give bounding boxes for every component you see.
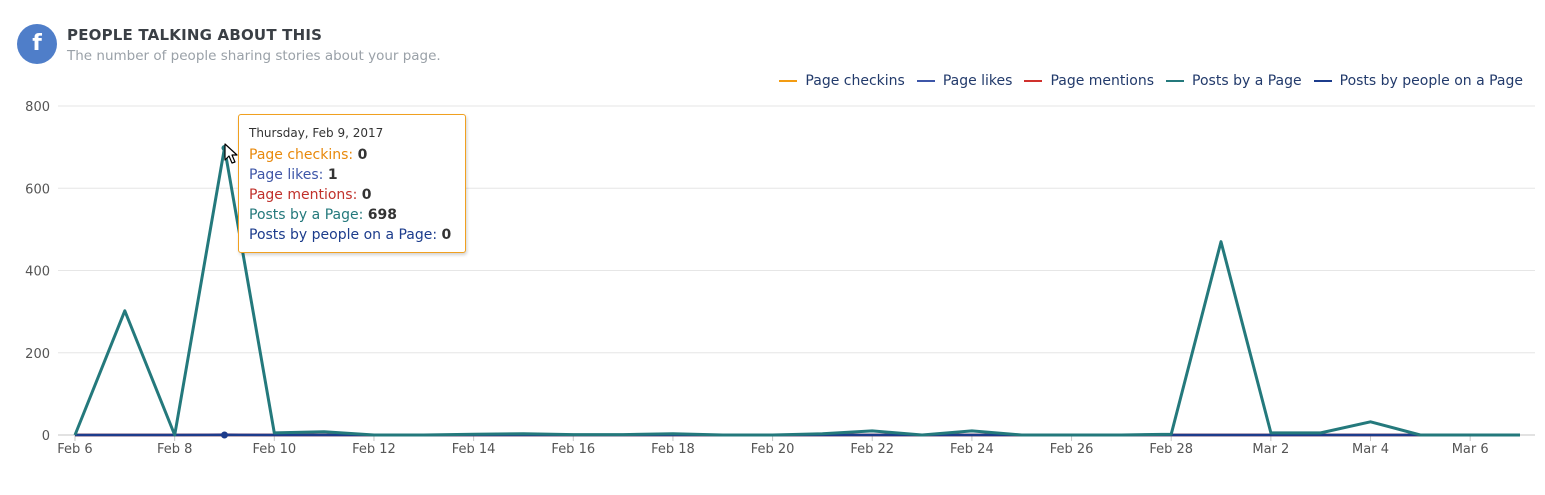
tooltip-row-page-checkins: Page checkins: 0 — [249, 145, 455, 165]
legend-item-page-mentions[interactable]: Page mentions — [1024, 73, 1154, 89]
legend-swatch — [1024, 80, 1043, 82]
chart-subtitle: The number of people sharing stories abo… — [67, 48, 441, 64]
legend-item-page-likes[interactable]: Page likes — [916, 73, 1013, 89]
legend-label: Page checkins — [805, 73, 905, 89]
tooltip-value: 0 — [361, 187, 372, 203]
y-tick-label: 400 — [25, 265, 50, 280]
x-tick-label: Feb 14 — [452, 442, 496, 457]
tooltip-label: Posts by people on a Page — [249, 227, 433, 243]
chart-header: f PEOPLE TALKING ABOUT THIS The number o… — [17, 22, 917, 72]
tooltip-value: 0 — [357, 147, 368, 163]
tooltip-sep: : — [352, 187, 362, 203]
tooltip-label: Page likes — [249, 167, 319, 183]
x-tick-label: Feb 24 — [950, 442, 994, 457]
tooltip-row-page-likes: Page likes: 1 — [249, 165, 455, 185]
legend-item-posts-by-a-page[interactable]: Posts by a Page — [1166, 73, 1302, 89]
x-tick-label: Feb 28 — [1149, 442, 1193, 457]
x-tick-label: Feb 10 — [252, 442, 296, 457]
facebook-icon: f — [17, 24, 57, 64]
legend-label: Page likes — [942, 73, 1013, 89]
tooltip-sep: : — [358, 207, 368, 223]
y-tick-label: 0 — [42, 429, 50, 444]
legend-item-page-checkins[interactable]: Page checkins — [779, 73, 905, 89]
tooltip-sep: : — [432, 227, 442, 243]
tooltip-row-page-mentions: Page mentions: 0 — [249, 185, 455, 205]
chart-title: PEOPLE TALKING ABOUT THIS — [67, 26, 323, 44]
tooltip-label: Page checkins — [249, 147, 349, 163]
legend-item-posts-by-people-on-a-page[interactable]: Posts by people on a Page — [1313, 73, 1523, 89]
legend-label: Page mentions — [1050, 73, 1155, 89]
hover-point-marker — [220, 431, 228, 439]
legend-swatch — [1166, 80, 1185, 82]
tooltip-row-posts-by-people: Posts by people on a Page: 0 — [249, 225, 455, 245]
x-tick-label: Feb 8 — [157, 442, 192, 457]
tooltip-date: Thursday, Feb 9, 2017 — [249, 126, 384, 140]
x-tick-label: Feb 12 — [352, 442, 396, 457]
x-tick-label: Feb 20 — [751, 442, 795, 457]
tooltip-value: 698 — [367, 207, 397, 223]
legend-label: Posts by a Page — [1192, 73, 1302, 89]
tooltip-sep: : — [348, 147, 358, 163]
x-tick-label: Feb 18 — [651, 442, 695, 457]
tooltip-value: 0 — [441, 227, 452, 243]
tooltip-label: Posts by a Page — [249, 207, 359, 223]
legend-swatch — [1313, 80, 1332, 82]
x-tick-label: Feb 26 — [1050, 442, 1094, 457]
mouse-pointer-icon — [224, 143, 238, 164]
data-tooltip: Thursday, Feb 9, 2017 Page checkins: 0 P… — [238, 114, 466, 253]
tooltip-value: 1 — [327, 167, 338, 183]
chart-legend: Page checkins Page likes Page mentions Post… — [767, 73, 1523, 89]
legend-swatch — [779, 80, 798, 82]
x-tick-label: Feb 16 — [551, 442, 595, 457]
y-tick-label: 800 — [25, 100, 50, 115]
legend-label: Posts by people on a Page — [1339, 73, 1523, 89]
x-tick-label: Feb 6 — [57, 442, 92, 457]
x-tick-label: Feb 22 — [850, 442, 894, 457]
tooltip-sep: : — [318, 167, 328, 183]
tooltip-label: Page mentions — [249, 187, 353, 203]
series-line-posts-by-a-page — [73, 146, 1520, 437]
y-tick-label: 200 — [25, 347, 50, 362]
y-tick-label: 600 — [25, 182, 50, 197]
x-tick-label: Mar 4 — [1352, 442, 1389, 457]
tooltip-row-posts-by-page: Posts by a Page: 698 — [249, 205, 455, 225]
x-tick-label: Mar 2 — [1252, 442, 1289, 457]
x-tick-label: Mar 6 — [1452, 442, 1489, 457]
legend-swatch — [916, 80, 935, 82]
